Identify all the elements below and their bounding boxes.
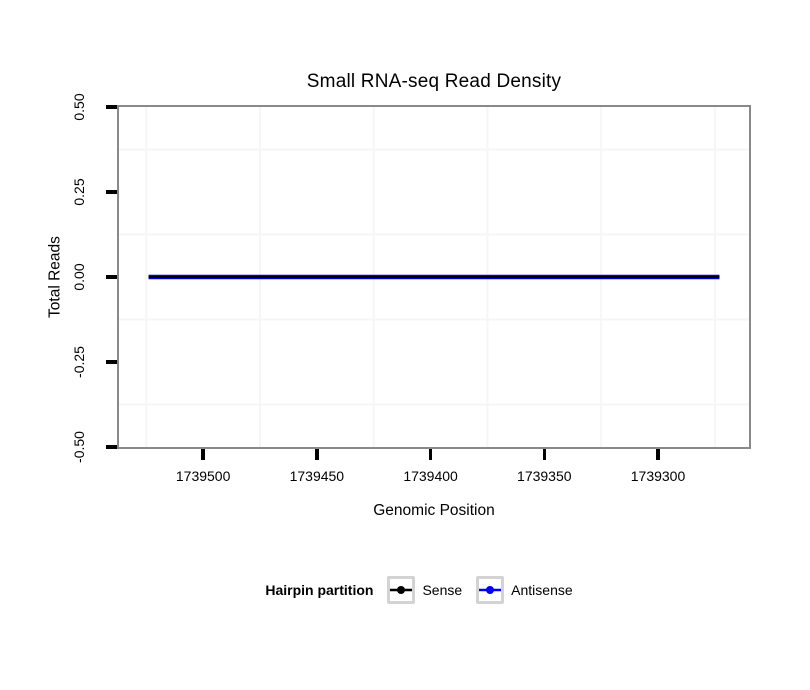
legend: Hairpin partition Sense Antisense — [14, 576, 810, 604]
x-axis-title: Genomic Position — [373, 502, 495, 519]
y-tick-mark — [106, 445, 117, 449]
plot-panel — [117, 105, 751, 449]
x-tick-mark — [656, 449, 660, 460]
x-tick-mark — [201, 449, 205, 460]
y-tick-mark — [106, 105, 117, 109]
y-tick-label: -0.50 — [71, 431, 87, 463]
x-tick-label: 1739400 — [403, 468, 458, 484]
legend-entry-sense: Sense — [387, 576, 462, 604]
legend-glyph-point — [486, 586, 495, 594]
plot-area — [119, 107, 749, 447]
legend-label: Sense — [422, 582, 463, 598]
legend-entries: Sense Antisense — [387, 576, 573, 604]
legend-glyph-point — [397, 586, 406, 594]
x-tick-mark — [542, 449, 547, 460]
legend-glyph-icon — [479, 586, 502, 594]
x-tick-label: 1739350 — [517, 468, 572, 484]
x-tick-mark — [428, 449, 433, 460]
y-tick-label: 0.00 — [71, 263, 87, 291]
legend-label: Antisense — [511, 582, 573, 598]
y-axis-title: Total Reads — [46, 236, 64, 318]
legend-title: Hairpin partition — [265, 582, 374, 598]
y-tick-label: 0.25 — [71, 178, 87, 206]
x-tick-label: 1739500 — [175, 468, 231, 484]
x-tick-mark — [315, 449, 319, 460]
y-tick-mark — [106, 360, 117, 364]
legend-entry-antisense: Antisense — [476, 576, 573, 604]
y-tick-mark — [106, 190, 117, 194]
legend-key-antisense — [476, 576, 505, 604]
y-tick-mark — [106, 275, 117, 279]
legend-glyph-icon — [390, 586, 413, 594]
y-tick-label: 0.50 — [71, 93, 87, 121]
chart-title: Small RNA-seq Read Density — [306, 71, 562, 92]
x-tick-label: 1739300 — [630, 468, 686, 484]
y-tick-label: -0.25 — [71, 346, 87, 378]
legend-key-sense — [387, 576, 416, 604]
x-tick-label: 1739450 — [289, 468, 345, 484]
